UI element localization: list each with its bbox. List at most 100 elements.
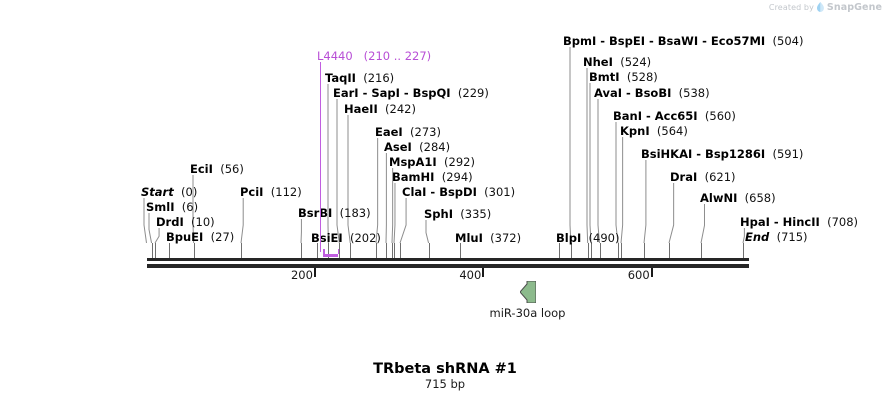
site-tick-line xyxy=(154,243,156,258)
site-tick-line xyxy=(570,243,572,258)
restriction-site-name: BmtI xyxy=(589,70,620,84)
ruler-bar-top xyxy=(146,258,749,261)
restriction-site-name: DrdI xyxy=(156,215,184,229)
label-leader-line xyxy=(375,138,379,243)
restriction-site-label[interactable]: BanI - Acc65I (560) xyxy=(613,110,736,122)
label-leader-line xyxy=(643,160,647,243)
restriction-site-label[interactable]: TaqII (216) xyxy=(325,72,394,84)
feature-range: (210 .. 227) xyxy=(352,49,432,63)
restriction-site-position: (292) xyxy=(436,155,475,169)
restriction-site-name: BlpI xyxy=(556,231,582,245)
label-leader-line xyxy=(620,137,624,243)
restriction-site-name: BsrBI xyxy=(298,206,333,220)
restriction-site-label[interactable]: EciI (56) xyxy=(190,163,244,175)
site-tick-line xyxy=(587,243,589,258)
feature-leader-line xyxy=(320,62,322,252)
label-leader-line xyxy=(399,198,407,243)
restriction-site-label[interactable]: BsiEI (202) xyxy=(311,232,381,244)
restriction-site-label[interactable]: PciI (112) xyxy=(240,186,302,198)
axis-tick-mark xyxy=(313,268,316,277)
restriction-site-label[interactable]: MluI (372) xyxy=(455,232,521,244)
restriction-site-label[interactable]: HpaI - HincII (708) xyxy=(740,216,858,228)
label-leader-line xyxy=(742,228,745,243)
restriction-site-position: (621) xyxy=(697,170,736,184)
restriction-site-label[interactable]: AlwNI (658) xyxy=(700,192,776,204)
feature-label-l4440[interactable]: L4440 (210 .. 227) xyxy=(317,50,431,62)
restriction-site-name: ClaI - BspDI xyxy=(402,185,477,199)
restriction-site-label[interactable]: AvaI - BsoBI (538) xyxy=(594,87,710,99)
label-leader-line xyxy=(336,99,340,243)
restriction-site-position: (528) xyxy=(619,70,658,84)
restriction-site-label[interactable]: End (715) xyxy=(745,231,808,243)
restriction-site-position: (560) xyxy=(697,109,736,123)
axis-tick-label: 400 xyxy=(459,268,482,282)
restriction-site-name: TaqII xyxy=(325,71,356,85)
restriction-site-name: NheI xyxy=(583,55,613,69)
restriction-site-position: (273) xyxy=(402,125,441,139)
map-title: TRbeta shRNA #1 xyxy=(373,361,517,377)
restriction-site-label[interactable]: KpnI (564) xyxy=(620,125,688,137)
restriction-site-position: (284) xyxy=(411,140,451,154)
restriction-site-label[interactable]: AseI (284) xyxy=(384,141,450,153)
restriction-site-name: HpaI - HincII xyxy=(740,215,820,229)
label-leader-line xyxy=(385,153,387,243)
label-leader-line xyxy=(391,168,394,243)
restriction-site-name: HaeII xyxy=(344,102,378,116)
restriction-site-label[interactable]: Start (0) xyxy=(141,186,197,198)
restriction-site-name: BsiEI xyxy=(311,231,343,245)
restriction-site-position: (658) xyxy=(737,191,776,205)
restriction-site-label[interactable]: ClaI - BspDI (301) xyxy=(402,186,515,198)
restriction-site-label[interactable]: DrdI (10) xyxy=(156,216,215,228)
restriction-site-label[interactable]: BmtI (528) xyxy=(589,71,658,83)
ruler-bar-bottom xyxy=(146,264,749,268)
restriction-site-label[interactable]: EaeI (273) xyxy=(375,126,441,138)
restriction-site-position: (229) xyxy=(450,86,489,100)
site-tick-line xyxy=(669,243,671,258)
restriction-site-label[interactable]: MspA1I (292) xyxy=(389,156,475,168)
restriction-site-label[interactable]: DraI (621) xyxy=(670,171,736,183)
restriction-site-label[interactable]: BamHI (294) xyxy=(392,171,473,183)
restriction-site-name: End xyxy=(745,230,770,244)
restriction-site-position: (591) xyxy=(765,147,804,161)
site-tick-line xyxy=(300,243,302,258)
restriction-site-position: (202) xyxy=(342,231,381,245)
restriction-site-name: BpuEI xyxy=(166,230,204,244)
restriction-site-label[interactable]: BlpI (490) xyxy=(556,232,619,244)
restriction-site-position: (372) xyxy=(482,231,522,245)
restriction-site-name: BsiHKAI - Bsp1286I xyxy=(641,147,766,161)
restriction-site-name: BanI - Acc65I xyxy=(613,109,698,123)
restriction-site-position: (0) xyxy=(173,185,198,199)
restriction-site-name: EciI xyxy=(190,162,213,176)
restriction-site-label[interactable]: BsiHKAI - Bsp1286I (591) xyxy=(641,148,803,160)
axis-tick-mark xyxy=(482,268,485,277)
restriction-site-label[interactable]: SmlI (6) xyxy=(146,201,198,213)
restriction-site-name: SphI xyxy=(424,207,453,221)
label-leader-line xyxy=(347,115,351,243)
restriction-site-position: (183) xyxy=(332,206,371,220)
axis-tick-label: 600 xyxy=(627,268,650,282)
site-tick-line xyxy=(700,243,702,258)
site-tick-line xyxy=(376,243,378,258)
restriction-site-label[interactable]: HaeII (242) xyxy=(344,103,416,115)
restriction-site-label[interactable]: BsrBI (183) xyxy=(298,207,371,219)
restriction-site-position: (294) xyxy=(434,170,473,184)
restriction-site-label[interactable]: BpuEI (27) xyxy=(166,231,234,243)
restriction-site-name: KpnI xyxy=(620,124,650,138)
site-tick-line xyxy=(151,243,153,258)
restriction-site-position: (10) xyxy=(183,215,215,229)
feature-arrow-label: miR-30a loop xyxy=(489,306,566,320)
restriction-site-label[interactable]: SphI (335) xyxy=(424,208,491,220)
site-tick-line xyxy=(339,243,341,258)
feature-arrow-mir30a-loop[interactable] xyxy=(518,280,536,307)
restriction-site-label[interactable]: NheI (524) xyxy=(583,56,651,68)
restriction-site-label[interactable]: EarI - SapI - BspQI (229) xyxy=(333,87,489,99)
label-leader-line xyxy=(700,204,705,243)
axis-tick-mark xyxy=(650,268,653,277)
label-leader-line xyxy=(569,47,572,243)
restriction-site-position: (216) xyxy=(355,71,395,85)
site-tick-line xyxy=(392,243,394,258)
restriction-site-label[interactable]: BpmI - BspEI - BsaWI - Eco57MI (504) xyxy=(563,35,803,47)
feature-bar-l4440[interactable] xyxy=(323,254,338,257)
restriction-site-name: AvaI - BsoBI xyxy=(594,86,672,100)
